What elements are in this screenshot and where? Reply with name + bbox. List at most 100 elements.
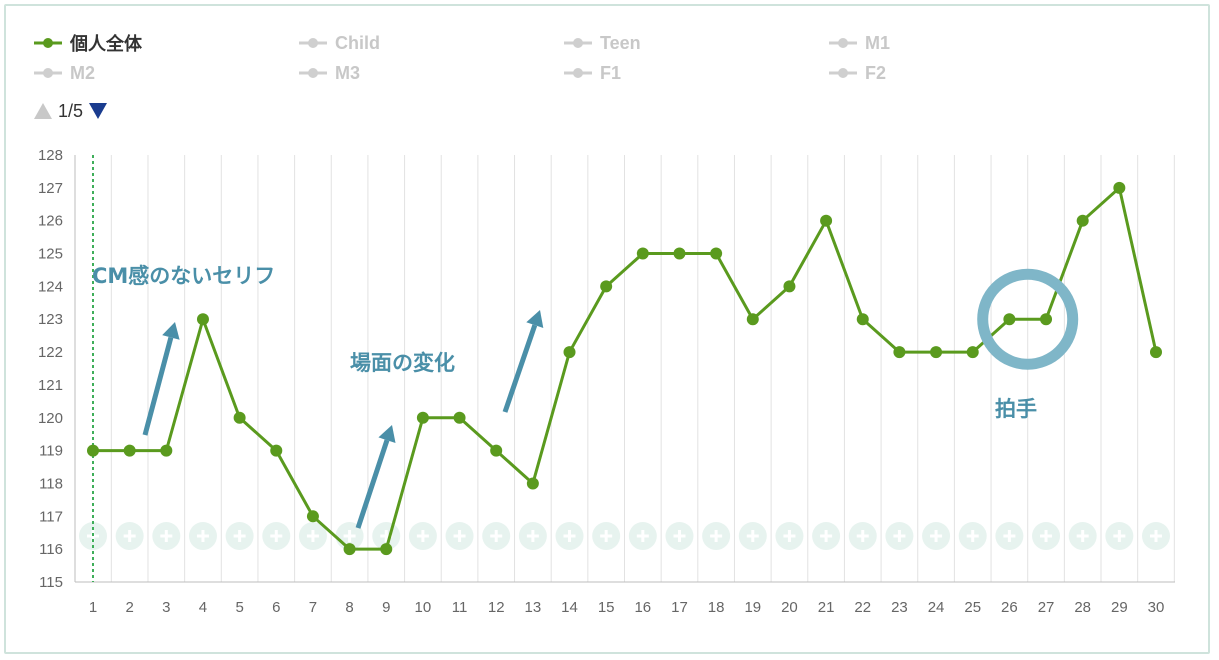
legend-item-f2[interactable]: F2 [829,60,886,86]
add-marker-plus-icon[interactable] [885,522,914,551]
add-marker-plus-icon[interactable] [592,522,621,551]
data-point [710,247,723,260]
data-point [123,444,136,457]
data-point [416,411,429,424]
data-point [820,214,833,227]
legend-label: M2 [70,62,96,83]
x-tick-label: 15 [598,599,615,616]
add-marker-plus-icon[interactable] [995,522,1024,551]
add-marker-plus-icon[interactable] [738,522,767,551]
data-point [1150,346,1162,359]
x-tick-label: 1 [89,599,97,616]
add-marker-plus-icon[interactable] [445,522,474,551]
legend-item-child[interactable]: Child [299,30,380,56]
x-tick-label: 25 [964,599,981,616]
annotation-arrow [502,324,538,413]
pager-up-icon[interactable] [34,103,52,119]
x-tick-label: 4 [199,599,207,616]
legend-item-teen[interactable]: Teen [564,30,641,56]
x-tick-label: 13 [525,599,542,616]
legend-label: F1 [600,62,622,83]
x-tick-label: 18 [708,599,725,616]
legend-item-m1[interactable]: M1 [829,30,890,56]
data-point [270,444,283,457]
legend-label: M1 [865,32,891,53]
x-tick-label: 10 [415,599,432,616]
annotation-text: 場面の変化 [350,351,455,375]
add-marker-plus-icon[interactable] [298,522,327,551]
legend-line-icon [564,38,592,48]
add-marker-plus-icon[interactable] [702,522,731,551]
add-marker-plus-icon[interactable] [482,522,511,551]
series-line [93,186,1158,551]
add-marker-plus-icon[interactable] [812,522,841,551]
y-tick-label: 126 [38,213,63,230]
data-point [783,280,796,293]
data-point [453,411,466,424]
add-marker-plus-icon[interactable] [408,522,437,551]
add-marker-plus-icon[interactable] [665,522,694,551]
legend-line-icon [829,38,857,48]
data-point [490,444,503,457]
data-point [87,444,99,457]
pager-text: 1/5 [58,100,84,121]
add-marker-plus-icon[interactable] [848,522,877,551]
annotation-arrow [142,336,174,436]
x-tick-label: 30 [1148,599,1165,616]
x-tick-label: 27 [1038,599,1055,616]
y-tick-label: 125 [38,246,63,263]
annotation-arrowhead [526,310,544,329]
y-tick-label: 122 [38,344,63,361]
add-marker-plus-icon[interactable] [628,522,657,551]
x-tick-label: 22 [854,599,871,616]
add-marker-plus-icon[interactable] [1142,522,1170,551]
pager-down-icon[interactable] [89,103,108,119]
x-tick-label: 17 [671,599,688,616]
legend-line-icon [299,68,327,78]
x-tick-label: 28 [1074,599,1091,616]
legend-line-icon [34,68,62,78]
add-marker-plus-icon[interactable] [555,522,584,551]
annotation-arrowhead [378,425,396,444]
y-tick-label: 123 [38,311,63,328]
data-point [636,247,649,260]
y-tick-label: 119 [39,443,63,460]
data-point [160,444,173,457]
x-tick-label: 2 [125,599,133,616]
data-point [600,280,613,293]
legend-label: M3 [335,62,361,83]
add-marker-plus-icon[interactable] [1105,522,1134,551]
add-marker-plus-icon[interactable] [115,522,144,551]
add-marker-plus-icon[interactable] [518,522,547,551]
add-marker-plus-icon[interactable] [958,522,987,551]
x-tick-label: 29 [1111,599,1128,616]
legend-item-m3[interactable]: M3 [299,60,360,86]
add-marker-plus-icon[interactable] [188,522,217,551]
y-tick-label: 127 [38,180,63,197]
y-tick-label: 128 [38,147,63,164]
add-marker-plus-icon[interactable] [262,522,291,551]
add-marker-plus-icon[interactable] [775,522,804,551]
legend-line-icon [829,68,857,78]
data-point [893,346,906,359]
legend-item-all[interactable]: 個人全体 [34,30,142,56]
annotation-text: 拍手 [995,397,1037,421]
data-point [1040,313,1053,326]
y-tick-label: 121 [38,377,63,394]
add-marker-plus-icon[interactable] [922,522,951,551]
x-tick-label: 23 [891,599,908,616]
x-tick-label: 11 [452,599,468,616]
data-point [306,510,319,523]
add-marker-plus-icon[interactable] [1032,522,1061,551]
legend-item-m2[interactable]: M2 [34,60,95,86]
data-point [966,346,979,359]
legend-item-f1[interactable]: F1 [564,60,621,86]
add-marker-plus-icon[interactable] [152,522,181,551]
data-point [343,543,356,556]
add-marker-plus-icon[interactable] [225,522,254,551]
y-tick-label: 117 [39,508,63,525]
add-marker-plus-icon[interactable] [1068,522,1097,551]
x-tick-label: 24 [928,599,945,616]
highlight-ring [977,268,1079,370]
